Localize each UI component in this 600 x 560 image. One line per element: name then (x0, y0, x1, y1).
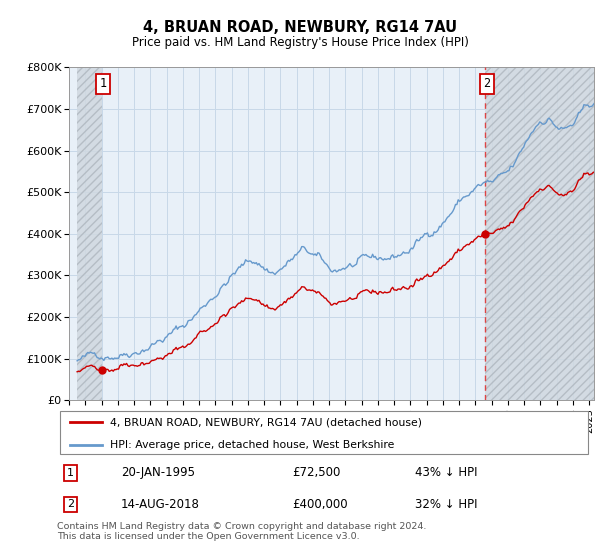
Text: 2: 2 (483, 77, 490, 90)
Text: Price paid vs. HM Land Registry's House Price Index (HPI): Price paid vs. HM Land Registry's House … (131, 36, 469, 49)
Text: 4, BRUAN ROAD, NEWBURY, RG14 7AU: 4, BRUAN ROAD, NEWBURY, RG14 7AU (143, 20, 457, 35)
Text: 1: 1 (67, 468, 74, 478)
Text: 14-AUG-2018: 14-AUG-2018 (121, 498, 200, 511)
Text: £400,000: £400,000 (292, 498, 347, 511)
Bar (485, 67, 594, 400)
Text: £72,500: £72,500 (292, 466, 340, 479)
Text: 32% ↓ HPI: 32% ↓ HPI (415, 498, 477, 511)
Text: 20-JAN-1995: 20-JAN-1995 (121, 466, 195, 479)
Text: HPI: Average price, detached house, West Berkshire: HPI: Average price, detached house, West… (110, 440, 395, 450)
Text: 2: 2 (67, 500, 74, 510)
Text: 4, BRUAN ROAD, NEWBURY, RG14 7AU (detached house): 4, BRUAN ROAD, NEWBURY, RG14 7AU (detach… (110, 417, 422, 427)
Bar (77, 67, 103, 400)
Text: 1: 1 (100, 77, 107, 90)
Text: 43% ↓ HPI: 43% ↓ HPI (415, 466, 477, 479)
Text: Contains HM Land Registry data © Crown copyright and database right 2024.
This d: Contains HM Land Registry data © Crown c… (57, 522, 427, 542)
